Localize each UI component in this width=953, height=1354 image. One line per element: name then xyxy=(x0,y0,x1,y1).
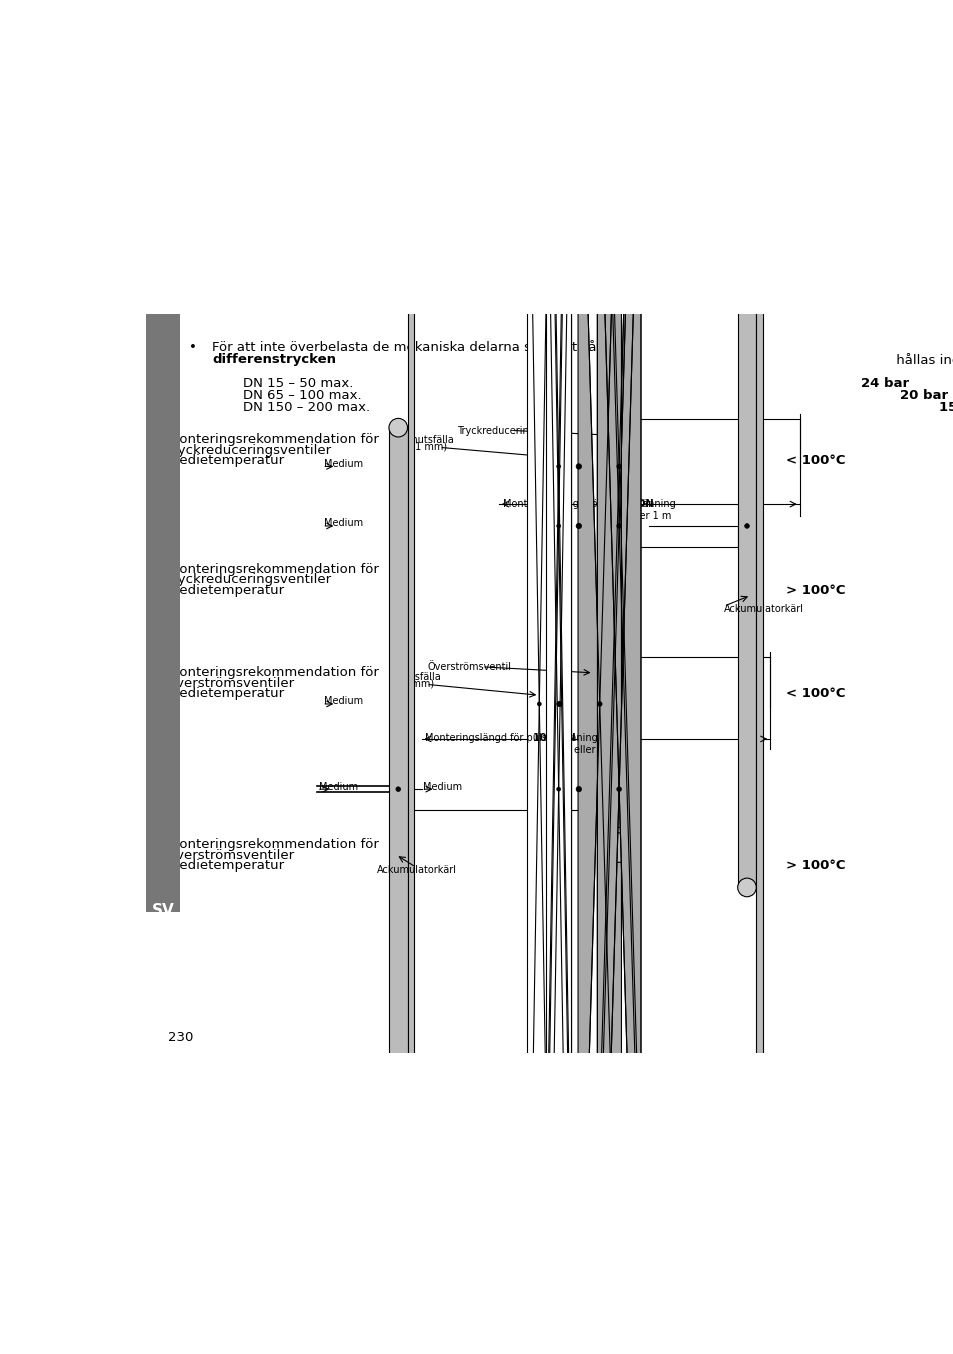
Circle shape xyxy=(576,787,581,792)
Bar xyxy=(605,414,632,425)
Bar xyxy=(546,57,571,1354)
Bar xyxy=(756,0,761,1263)
Text: 15 bar: 15 bar xyxy=(938,401,953,414)
Text: Monteringsrekommendation för: Monteringsrekommendation för xyxy=(168,563,378,575)
Circle shape xyxy=(389,418,407,437)
Circle shape xyxy=(395,787,400,792)
Circle shape xyxy=(557,464,560,468)
Circle shape xyxy=(617,524,620,528)
Text: Medium: Medium xyxy=(319,781,358,792)
Polygon shape xyxy=(578,0,599,1354)
Text: tryckreduceringsventiler: tryckreduceringsventiler xyxy=(168,444,332,456)
Text: Tryckreduceringsventil: Tryckreduceringsventil xyxy=(456,427,567,436)
Circle shape xyxy=(737,156,756,173)
Circle shape xyxy=(617,787,620,792)
Bar xyxy=(590,666,608,700)
Text: eller 1 m: eller 1 m xyxy=(574,746,617,756)
Polygon shape xyxy=(597,61,618,1354)
Bar xyxy=(604,827,633,839)
Bar xyxy=(583,700,615,708)
Text: •: • xyxy=(189,341,196,355)
Text: Ackumulatorkärl: Ackumulatorkärl xyxy=(723,604,803,613)
Bar xyxy=(603,785,634,793)
Bar xyxy=(609,429,628,463)
Text: 230: 230 xyxy=(168,1030,193,1044)
Text: differenstrycken: differenstrycken xyxy=(212,353,335,367)
Text: eller 1 m: eller 1 m xyxy=(627,510,670,521)
Text: Medietemperatur: Medietemperatur xyxy=(168,454,288,467)
Bar xyxy=(604,563,633,577)
Circle shape xyxy=(737,879,756,896)
Bar xyxy=(586,651,612,662)
Text: 20 bar: 20 bar xyxy=(899,389,947,402)
Bar xyxy=(389,428,407,1151)
Text: Smutsfälla: Smutsfälla xyxy=(402,436,454,445)
Polygon shape xyxy=(597,0,618,1254)
Polygon shape xyxy=(599,0,620,1354)
Text: Medium: Medium xyxy=(323,696,362,707)
Circle shape xyxy=(597,701,601,707)
Text: < 100°C: < 100°C xyxy=(785,686,844,700)
Circle shape xyxy=(557,524,560,528)
Bar xyxy=(737,164,756,887)
Text: < 100°C: < 100°C xyxy=(785,454,844,467)
Text: Monteringsrekommendation för: Monteringsrekommendation för xyxy=(168,666,378,680)
Circle shape xyxy=(557,701,561,707)
Text: Ackumulatorkärl: Ackumulatorkärl xyxy=(377,864,456,875)
Circle shape xyxy=(604,570,633,598)
Polygon shape xyxy=(618,0,640,1194)
Text: 10 x DN: 10 x DN xyxy=(533,734,576,743)
Circle shape xyxy=(576,523,581,528)
Text: Medietemperatur: Medietemperatur xyxy=(168,858,288,872)
Circle shape xyxy=(557,787,560,791)
Circle shape xyxy=(604,833,633,862)
Bar xyxy=(603,463,634,470)
Text: > 100°C: > 100°C xyxy=(785,858,844,872)
Text: För att inte överbelasta de mekaniska delarna ska de tillåtna: För att inte överbelasta de mekaniska de… xyxy=(212,341,622,355)
Text: överströmsventiler: överströmsventiler xyxy=(168,677,294,689)
Text: Medietemperatur: Medietemperatur xyxy=(168,584,288,597)
Bar xyxy=(609,529,628,563)
Circle shape xyxy=(576,463,581,468)
Bar xyxy=(603,523,634,529)
Text: Medietemperatur: Medietemperatur xyxy=(168,686,288,700)
Text: Monteringslängd för pulsavkänning: Monteringslängd för pulsavkänning xyxy=(425,734,600,743)
Text: SV: SV xyxy=(152,903,174,918)
Text: tryckreduceringsventiler: tryckreduceringsventiler xyxy=(168,574,332,586)
Text: Monteringsrekommendation för: Monteringsrekommendation för xyxy=(168,838,378,852)
Text: (0,1 mm): (0,1 mm) xyxy=(389,678,434,689)
Bar xyxy=(407,51,414,1354)
Text: > 100°C: > 100°C xyxy=(785,584,844,597)
Bar xyxy=(613,425,624,429)
Polygon shape xyxy=(618,61,640,1354)
Polygon shape xyxy=(618,0,640,1254)
Circle shape xyxy=(744,524,748,528)
Text: Monteringsrekommendation för: Monteringsrekommendation för xyxy=(168,433,378,445)
Polygon shape xyxy=(597,0,618,1194)
Text: DN 150 – 200 max.: DN 150 – 200 max. xyxy=(243,401,375,414)
Bar xyxy=(526,0,551,1354)
Text: Medium: Medium xyxy=(323,519,362,528)
Bar xyxy=(546,0,571,1258)
Bar xyxy=(594,662,604,666)
Text: 24 bar: 24 bar xyxy=(861,376,908,390)
Circle shape xyxy=(537,701,540,705)
Text: hållas inom följande värden:: hållas inom följande värden: xyxy=(891,353,953,367)
Text: Överströmsventil: Överströmsventil xyxy=(427,662,511,673)
Text: Medium: Medium xyxy=(323,459,362,468)
Bar xyxy=(146,190,180,913)
Bar xyxy=(609,793,628,827)
Text: 10 x DN: 10 x DN xyxy=(610,498,653,509)
Text: Monteringslängd för pulsavkänning: Monteringslängd för pulsavkänning xyxy=(502,498,678,509)
Text: DN 65 – 100 max.: DN 65 – 100 max. xyxy=(243,389,366,402)
Circle shape xyxy=(617,464,620,468)
Text: (0,1 mm): (0,1 mm) xyxy=(402,441,447,452)
Text: DN 15 – 50 max.: DN 15 – 50 max. xyxy=(243,376,357,390)
Text: Smutsfälla: Smutsfälla xyxy=(389,673,440,682)
Bar xyxy=(546,0,571,1198)
Text: överströmsventiler: överströmsventiler xyxy=(168,849,294,861)
Circle shape xyxy=(389,1141,407,1160)
Text: Medium: Medium xyxy=(422,781,461,792)
